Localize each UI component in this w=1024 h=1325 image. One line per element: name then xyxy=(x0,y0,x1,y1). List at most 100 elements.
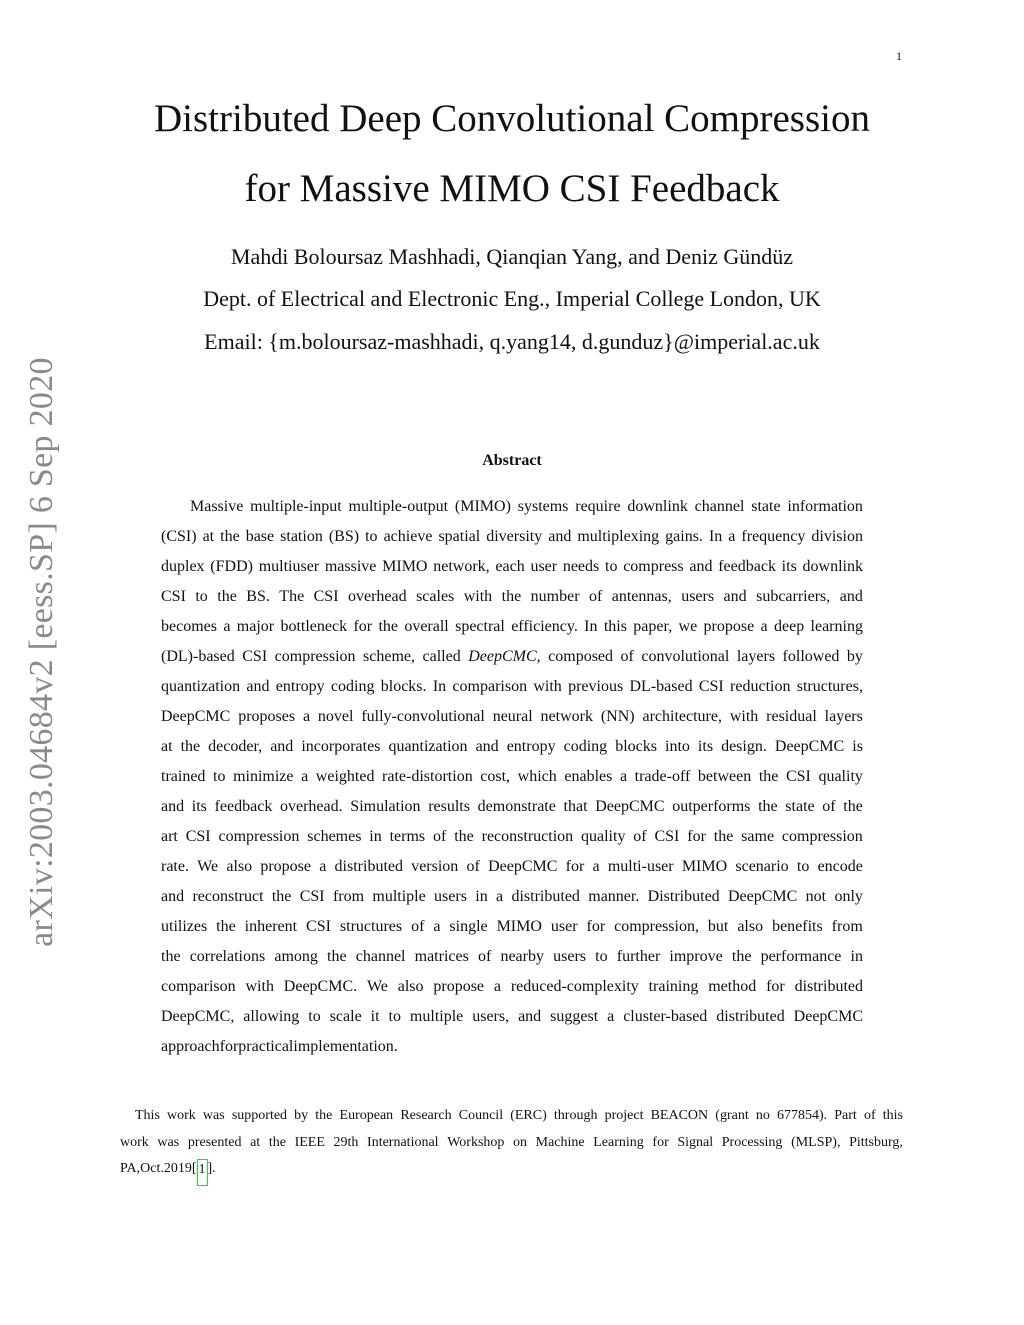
word: We xyxy=(366,978,388,995)
word: art xyxy=(161,828,178,845)
word: for xyxy=(586,918,606,935)
word: presented xyxy=(187,1134,242,1150)
word: not xyxy=(805,888,827,905)
word: reduction xyxy=(730,678,791,695)
word: deep xyxy=(773,618,805,635)
word: of xyxy=(411,918,425,935)
word: comparison xyxy=(161,978,236,995)
paper-title-line-1: Distributed Deep Convolutional Compressi… xyxy=(153,97,870,140)
word: multiple xyxy=(372,888,426,905)
word: (MLSP), xyxy=(791,1134,841,1150)
word: a xyxy=(619,768,628,785)
word: inherent xyxy=(244,918,298,935)
word: a xyxy=(493,978,501,995)
word: composed xyxy=(548,648,614,665)
word: In xyxy=(432,678,447,695)
word: its xyxy=(781,558,797,575)
word: a xyxy=(302,708,311,725)
word: users xyxy=(553,948,586,965)
word: was xyxy=(157,1134,180,1150)
word: for xyxy=(565,858,585,875)
word: Council xyxy=(458,1108,504,1123)
word: DeepCMC xyxy=(595,798,665,815)
word: Simulation xyxy=(350,798,421,815)
word: benefits xyxy=(772,918,823,935)
word: no xyxy=(755,1108,770,1123)
word: overhead xyxy=(347,588,407,605)
word: compression xyxy=(781,828,863,845)
word: the xyxy=(268,1134,286,1150)
abstract-body: Massive multiple-input multiple-output (MIM… xyxy=(161,496,863,1066)
word: of xyxy=(433,828,447,845)
word: multiuser xyxy=(258,558,320,575)
word: PA, xyxy=(120,1161,141,1176)
word: the xyxy=(758,798,778,815)
paper-title-line-2: for Massive MIMO CSI Feedback xyxy=(244,167,780,210)
word: in xyxy=(475,888,488,905)
footnote-line: work was presented at the IEEE 29th Internation… xyxy=(120,1133,903,1160)
word: a xyxy=(223,618,231,635)
word: duplex xyxy=(161,558,205,575)
word: proposes xyxy=(238,708,296,725)
word: users xyxy=(681,588,715,605)
word: a xyxy=(319,858,327,875)
word: BEACON xyxy=(650,1108,709,1123)
word: multiple xyxy=(409,1008,464,1025)
word: entropy xyxy=(275,678,325,695)
word: the xyxy=(161,948,181,965)
word: and xyxy=(161,798,185,815)
word: distributed xyxy=(716,1008,785,1025)
word: and xyxy=(689,558,713,575)
word: is xyxy=(852,738,863,755)
word: quantization xyxy=(161,678,241,695)
word: 29th xyxy=(333,1134,359,1150)
word: DeepCMC, xyxy=(468,648,541,665)
word: into xyxy=(665,738,690,755)
word: for xyxy=(652,1134,669,1150)
word: This xyxy=(135,1108,160,1123)
word: CSI xyxy=(299,888,325,905)
abstract-line: quantization and entropy coding blocks. In com… xyxy=(161,676,863,706)
word: of xyxy=(588,588,603,605)
word: further xyxy=(616,948,661,965)
word: The xyxy=(279,588,305,605)
word: quality xyxy=(818,768,863,785)
word: users, xyxy=(472,1008,510,1025)
word: major xyxy=(236,618,275,635)
word: scenario xyxy=(735,858,789,875)
word: schemes xyxy=(307,828,362,845)
abstract-line: duplex (FDD) multiuser massive MIMO network, e… xyxy=(161,556,863,586)
word: frequency xyxy=(741,528,806,545)
word: distributed xyxy=(334,858,403,875)
word: compression, xyxy=(614,918,699,935)
word: DeepCMC xyxy=(774,738,845,755)
authors: Mahdi Boloursaz Mashhadi, Qianqian Yang,… xyxy=(230,244,794,269)
word: only xyxy=(834,888,863,905)
word: scheme, xyxy=(363,648,416,665)
word: base xyxy=(245,528,275,545)
word: DeepCMC xyxy=(793,1008,863,1025)
abstract-line: the correlations among the channel matrices of… xyxy=(161,946,863,976)
word: 2019 xyxy=(163,1161,192,1176)
word: among xyxy=(274,948,318,965)
abstract-line: DeepCMC, allowing to scale it to multiple users… xyxy=(161,1006,863,1036)
word: (DL)-based xyxy=(161,648,235,665)
word: demonstrate xyxy=(477,798,556,815)
word: compression xyxy=(274,648,356,665)
word: structures, xyxy=(796,678,863,695)
word: DeepCMC xyxy=(728,888,798,905)
word: multiple-output xyxy=(348,498,449,515)
word: approach xyxy=(161,1038,220,1055)
word: European xyxy=(339,1108,394,1123)
citation-link[interactable]: 1 xyxy=(196,1159,208,1186)
word: the xyxy=(216,918,236,935)
word: the xyxy=(271,888,292,905)
word: a xyxy=(760,618,768,635)
word: to xyxy=(796,858,810,875)
word: Processing xyxy=(721,1134,783,1150)
word: require xyxy=(575,498,621,515)
word: needs xyxy=(562,558,600,575)
word: downlink xyxy=(627,498,688,515)
word: the xyxy=(217,588,237,605)
word: through xyxy=(553,1108,598,1123)
